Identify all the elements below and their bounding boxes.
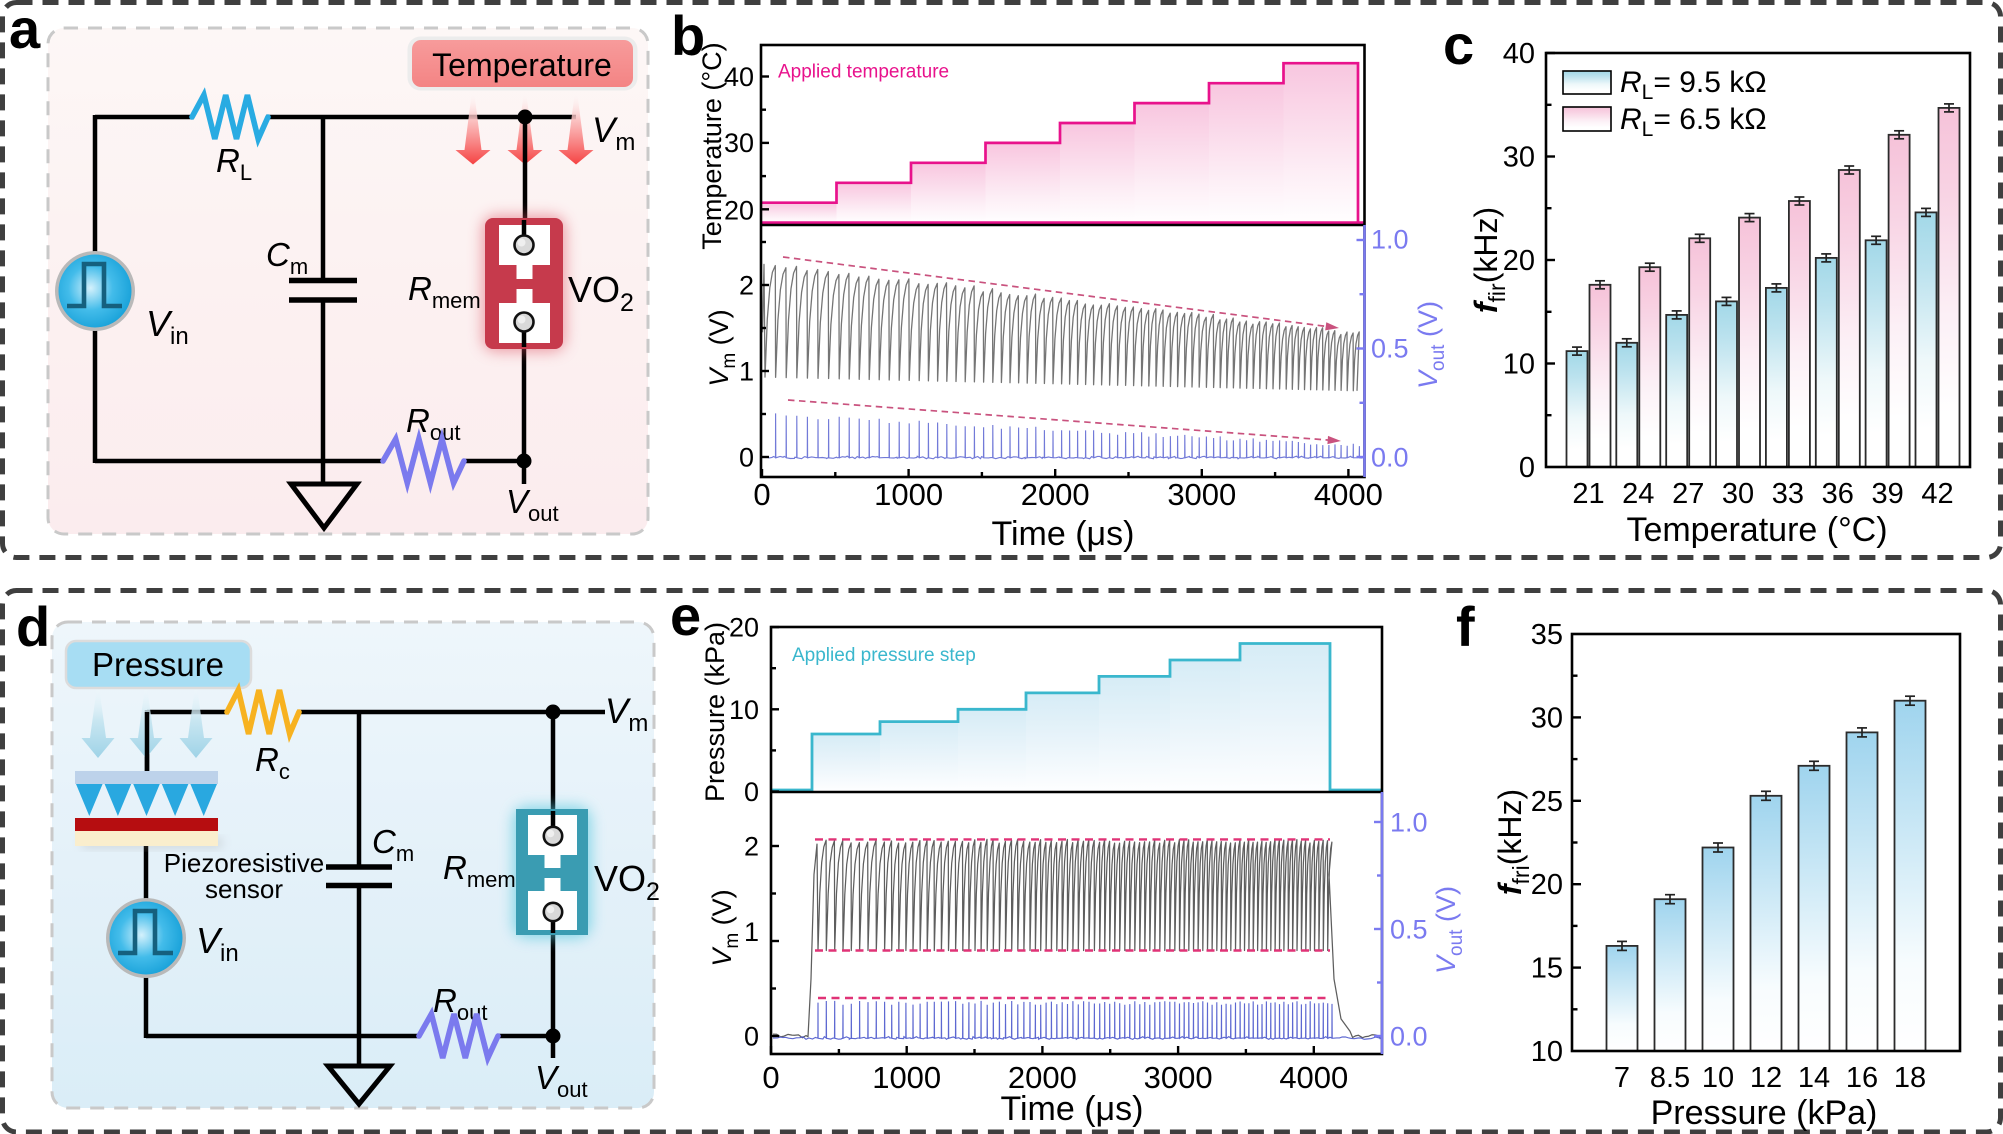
svg-text:Pressure (kPa): Pressure (kPa) [1651, 1094, 1878, 1132]
svg-text:30: 30 [1722, 478, 1754, 510]
svg-text:0.5: 0.5 [1390, 915, 1428, 945]
svg-text:24: 24 [1622, 478, 1654, 510]
svg-text:Pressure (kPa): Pressure (kPa) [700, 622, 730, 802]
svg-text:30: 30 [724, 128, 754, 158]
svg-text:Piezoresistive: Piezoresistive [164, 848, 324, 878]
svg-text:Applied pressure step: Applied pressure step [792, 645, 976, 666]
svg-text:a: a [9, 0, 41, 60]
svg-text:30: 30 [1531, 702, 1563, 734]
svg-text:b: b [671, 4, 705, 67]
svg-text:0.0: 0.0 [1371, 443, 1409, 473]
svg-text:Vout (V): Vout (V) [1413, 301, 1449, 389]
svg-text:7: 7 [1614, 1062, 1630, 1094]
svg-text:3000: 3000 [1144, 1060, 1213, 1095]
svg-text:18: 18 [1894, 1062, 1926, 1094]
svg-text:0.0: 0.0 [1390, 1022, 1428, 1052]
svg-text:Vm (V): Vm (V) [704, 309, 740, 386]
svg-text:8.5: 8.5 [1650, 1062, 1690, 1094]
svg-text:0: 0 [744, 777, 759, 807]
svg-text:1000: 1000 [872, 1060, 941, 1095]
svg-text:14: 14 [1798, 1062, 1830, 1094]
svg-text:33: 33 [1772, 478, 1804, 510]
svg-text:Applied temperature: Applied temperature [778, 62, 949, 83]
svg-text:e: e [670, 584, 701, 647]
svg-text:Time (μs): Time (μs) [1001, 1090, 1144, 1128]
svg-text:16: 16 [1846, 1062, 1878, 1094]
svg-text:20: 20 [1531, 869, 1563, 901]
svg-text:c: c [1443, 13, 1474, 76]
svg-text:Temperature: Temperature [432, 47, 612, 83]
svg-text:42: 42 [1921, 478, 1953, 510]
svg-text:Vm (V): Vm (V) [707, 889, 743, 966]
svg-text:Rc: Rc [255, 741, 290, 784]
svg-text:ffir(kHz): ffir(kHz) [1468, 207, 1510, 313]
svg-text:RL= 6.5 kΩ: RL= 6.5 kΩ [1620, 103, 1767, 141]
svg-text:1.0: 1.0 [1390, 808, 1428, 838]
svg-text:Temperature (°C): Temperature (°C) [697, 42, 727, 249]
svg-text:Temperature (°C): Temperature (°C) [1626, 511, 1887, 549]
svg-text:0: 0 [1519, 452, 1535, 484]
svg-text:1: 1 [739, 357, 754, 387]
svg-text:2000: 2000 [1008, 1060, 1077, 1095]
svg-text:1000: 1000 [874, 477, 943, 512]
svg-text:10: 10 [1702, 1062, 1734, 1094]
svg-text:25: 25 [1531, 786, 1563, 818]
svg-text:0: 0 [744, 1022, 759, 1052]
svg-text:36: 36 [1822, 478, 1854, 510]
svg-text:20: 20 [1503, 245, 1535, 277]
svg-text:RL= 9.5 kΩ: RL= 9.5 kΩ [1620, 66, 1767, 104]
svg-text:sensor: sensor [205, 874, 283, 904]
svg-text:4000: 4000 [1279, 1060, 1348, 1095]
svg-text:Pressure: Pressure [92, 646, 224, 683]
svg-text:12: 12 [1750, 1062, 1782, 1094]
svg-text:10: 10 [1531, 1036, 1563, 1068]
svg-text:ffri(kHz): ffri(kHz) [1492, 789, 1534, 895]
svg-text:30: 30 [1503, 142, 1535, 174]
svg-text:3000: 3000 [1167, 477, 1236, 512]
svg-text:Time (μs): Time (μs) [992, 515, 1135, 553]
svg-text:40: 40 [1503, 38, 1535, 70]
svg-text:4000: 4000 [1314, 477, 1383, 512]
svg-text:10: 10 [1503, 349, 1535, 381]
svg-text:0.5: 0.5 [1371, 334, 1409, 364]
svg-text:1.0: 1.0 [1371, 225, 1409, 255]
svg-text:21: 21 [1572, 478, 1604, 510]
svg-text:27: 27 [1672, 478, 1704, 510]
svg-text:1: 1 [744, 917, 759, 947]
svg-text:35: 35 [1531, 619, 1563, 651]
svg-text:Rmem: Rmem [408, 270, 481, 313]
svg-text:f: f [1456, 595, 1475, 658]
svg-text:2000: 2000 [1021, 477, 1090, 512]
svg-text:20: 20 [729, 613, 759, 643]
svg-text:15: 15 [1531, 953, 1563, 985]
svg-text:Vout (V): Vout (V) [1431, 886, 1467, 974]
svg-text:39: 39 [1871, 478, 1903, 510]
svg-text:0: 0 [739, 443, 754, 473]
svg-text:40: 40 [724, 62, 754, 92]
svg-text:0: 0 [762, 1060, 779, 1095]
svg-text:0: 0 [753, 477, 770, 512]
svg-text:2: 2 [744, 832, 759, 862]
svg-text:d: d [16, 595, 50, 658]
svg-text:2: 2 [739, 271, 754, 301]
svg-text:20: 20 [724, 196, 754, 226]
svg-text:10: 10 [729, 695, 759, 725]
